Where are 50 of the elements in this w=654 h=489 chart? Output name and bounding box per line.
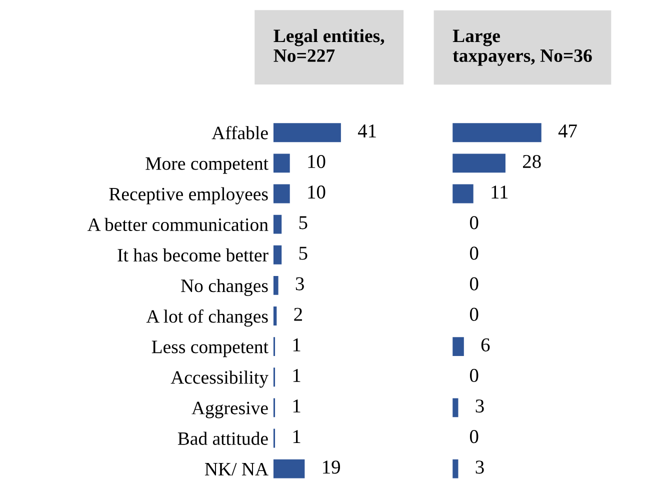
y-tick-label: Aggresive [192, 402, 268, 418]
data-label: 10 [308, 154, 326, 168]
data-label: 41 [358, 124, 376, 138]
bar [452, 184, 474, 204]
data-label: 5 [299, 246, 308, 260]
y-tick-label: Less competent [152, 340, 268, 358]
y-tick-label: A lot of changes [146, 309, 268, 327]
data-label: 1 [293, 368, 300, 382]
data-label: 5 [299, 216, 308, 230]
data-label: 1 [293, 430, 300, 443]
data-label: 3 [476, 460, 484, 474]
chart-title: Legal entities, No=227 [274, 29, 384, 62]
bar [273, 123, 341, 142]
bar [273, 184, 290, 204]
data-label: 47 [558, 124, 577, 138]
data-label: 2 [294, 308, 302, 321]
data-label: 0 [470, 368, 478, 382]
data-label: 0 [470, 308, 478, 321]
chart-title: Large taxpayers, No=36 [452, 30, 592, 66]
y-tick-label: A better communication [87, 218, 268, 232]
y-tick-label: Bad attitude [178, 432, 268, 445]
data-label: 0 [470, 277, 478, 290]
bar [452, 154, 506, 173]
bar [273, 154, 290, 173]
y-tick-label: NK/ NA [204, 462, 268, 476]
data-label: 1 [293, 400, 300, 412]
data-label: 6 [481, 338, 490, 352]
y-tick-label: More competent [146, 157, 268, 174]
data-label: 0 [470, 430, 478, 444]
data-label: 0 [470, 216, 478, 230]
y-tick-label: Accessibility [170, 370, 268, 388]
y-tick-label: Receptive employees [109, 187, 268, 204]
y-tick-label: No changes [181, 278, 268, 296]
data-label: 3 [296, 277, 304, 290]
data-label: 3 [476, 400, 484, 413]
bar [452, 123, 542, 142]
y-tick-label: Affable [212, 126, 268, 140]
data-label: 11 [492, 186, 508, 198]
bar [273, 245, 282, 264]
data-label: 28 [522, 154, 541, 168]
bar [273, 459, 305, 478]
bar [273, 276, 278, 295]
data-label: 10 [308, 186, 326, 199]
data-label: 1 [293, 338, 300, 352]
data-label: 0 [470, 246, 478, 260]
data-label: 19 [323, 460, 340, 474]
bar [273, 214, 282, 234]
bar [452, 337, 464, 356]
y-tick-label: It has become better [118, 248, 268, 262]
bar [273, 306, 277, 326]
